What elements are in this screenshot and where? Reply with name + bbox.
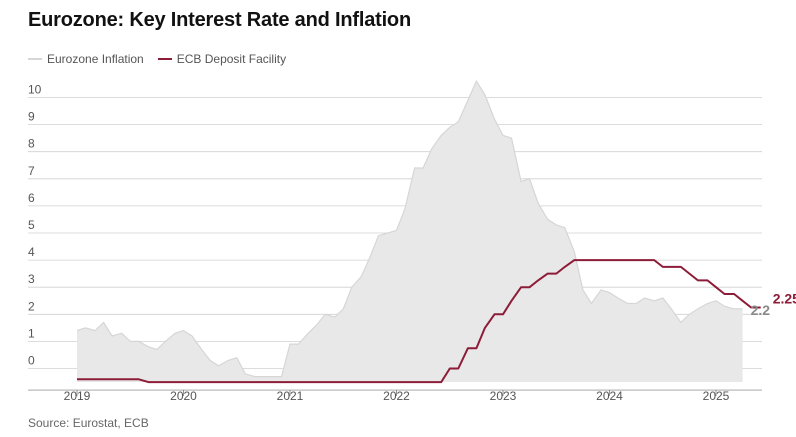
series-layer [76,79,761,384]
legend-item-ecb: ECB Deposit Facility [157,52,287,66]
y-tick-label-0: 0 [28,354,35,368]
series-inflation-line [76,79,743,378]
y-tick-label-4: 4 [28,245,35,259]
chart-title: Eurozone: Key Interest Rate and Inflatio… [28,9,411,31]
y-tick-label-8: 8 [28,137,35,151]
x-tick-label-2020: 2020 [170,389,197,403]
x-tick-label-2019: 2019 [64,389,91,403]
y-tick-label-2: 2 [28,299,35,313]
legend-swatch-ecb [157,58,172,60]
series-ecb-line [77,259,761,384]
y-tick-label-1: 1 [28,326,35,340]
legend: Eurozone Inflation ECB Deposit Facility [28,52,300,66]
source-note: Source: Eurostat, ECB [28,416,149,430]
end-label-ecb: 2.25 [773,291,796,307]
x-tick-label-2021: 2021 [277,389,304,403]
legend-label-inflation: Eurozone Inflation [47,52,144,66]
y-tick-label-5: 5 [28,218,35,232]
y-tick-label-10: 10 [28,83,42,97]
x-tick-label-2025: 2025 [703,389,730,403]
y-tick-label-9: 9 [28,110,35,124]
x-tick-label-2022: 2022 [383,389,410,403]
x-tick-label-2023: 2023 [490,389,517,403]
y-tick-label-6: 6 [28,191,35,205]
x-tick-label-2024: 2024 [596,389,623,403]
axis-layer: 0 1 2 3 4 5 6 7 8 9 10 2019 2020 2021 2022 2023 2024 2025 [28,83,762,403]
y-tick-label-7: 7 [28,164,35,178]
series-inflation-area [77,81,743,383]
label-layer: 2.252.2 [751,291,796,318]
legend-swatch-inflation [28,58,42,60]
legend-item-inflation: Eurozone Inflation [28,52,144,66]
legend-label-ecb: ECB Deposit Facility [176,52,287,66]
end-label-inflation: 2.2 [751,302,771,318]
y-tick-label-3: 3 [28,272,35,286]
